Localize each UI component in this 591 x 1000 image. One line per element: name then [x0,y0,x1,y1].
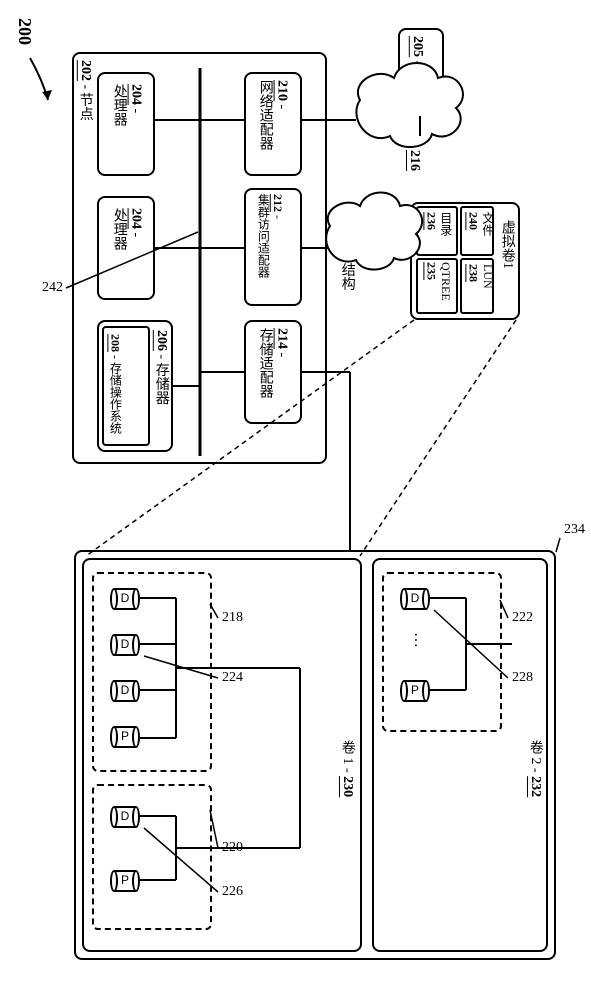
disk-d: D [110,588,140,610]
processor-2-label: 204 -处理器 [110,208,144,250]
disk-d: D [110,634,140,656]
fabric-label: 215 - 结构 [338,230,355,291]
storage-os-label: 208 - 存储操作系统 [108,334,122,434]
disk-p: P [110,726,140,748]
volume-1-label: 卷 1 - 230 [338,740,355,797]
dots: … [410,632,429,648]
disk-p: P [110,870,140,892]
disks3-ref: 228 [512,670,533,686]
disks1-ref: 224 [222,670,243,686]
node-label: 202 - 节点 [76,60,93,121]
host-label: 205 - 主机 [408,36,425,97]
vvol-lun-label: LUN238 [466,264,495,289]
bus-ref: 242 [42,280,63,296]
vvol-dir-label: 目录236 [424,212,453,236]
raid2-ref: 220 [222,840,243,856]
vvol-title: 虚拟卷1 [498,220,515,269]
processor-1-label: 204 -处理器 [110,84,144,126]
raid1-ref: 218 [222,610,243,626]
cloud-net-ref: 216 [406,150,422,171]
volume-2-label: 卷 2 - 232 [526,740,543,797]
disk-d: D [110,680,140,702]
memory-label: 206 - 存储器 [152,330,169,405]
network-adapter-label: 210 -网络适配器 [256,80,290,150]
disks2-ref: 226 [222,884,243,900]
vvol-file-label: 文件240 [466,212,495,236]
raid3-ref: 222 [512,610,533,626]
disk-d: D [400,588,430,610]
storage-adapter-label: 214 -存储适配器 [256,328,290,398]
disk-p: P [400,680,430,702]
disk-d: D [110,806,140,828]
data-container-ref: 234 [564,522,585,538]
cluster-adapter-label: 212 -集群访问适配器 [256,194,285,278]
vvol-qtree-label: QTREE235 [424,262,453,301]
figure-ref: 200 [14,18,35,45]
